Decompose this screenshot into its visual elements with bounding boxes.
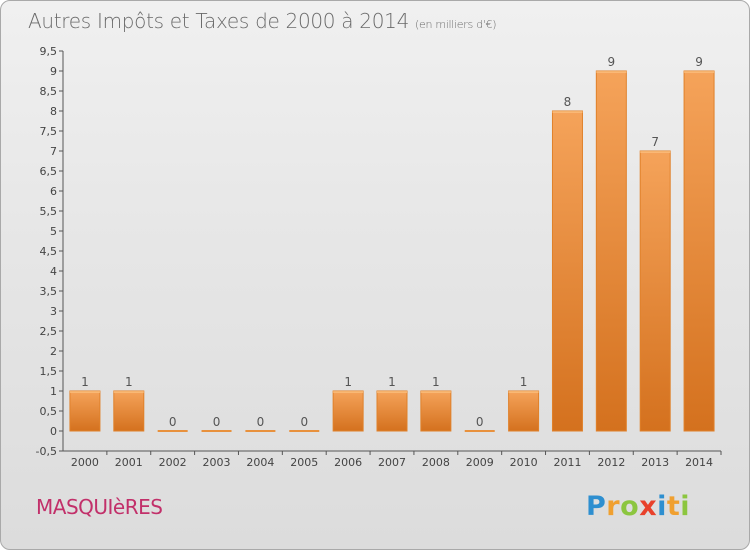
y-tick-label: 7 — [50, 145, 57, 158]
x-tick-label: 2014 — [685, 456, 713, 469]
data-label: 1 — [81, 375, 89, 389]
x-tick-label: 2005 — [290, 456, 318, 469]
data-label: 1 — [344, 375, 352, 389]
bar — [508, 390, 540, 432]
data-label: 8 — [564, 95, 572, 109]
y-tick-label: 2,5 — [40, 325, 58, 338]
y-tick-label: 2 — [50, 345, 57, 358]
x-tick-label: 2009 — [466, 456, 494, 469]
data-label: 1 — [388, 375, 396, 389]
x-tick-label: 2010 — [510, 456, 538, 469]
chart-title: Autres Impôts et Taxes de 2000 à 2014 (en… — [28, 9, 496, 33]
x-tick-label: 2000 — [71, 456, 99, 469]
x-tick-label: 2007 — [378, 456, 406, 469]
y-tick-label: 6 — [50, 185, 57, 198]
bar — [245, 430, 276, 432]
data-label: 0 — [257, 415, 265, 429]
bar — [113, 390, 145, 432]
data-label: 7 — [651, 135, 659, 149]
logo-letter: t — [666, 491, 681, 522]
chart-title-text: Autres Impôts et Taxes de 2000 à 2014 — [28, 9, 409, 33]
x-tick-label: 2004 — [246, 456, 274, 469]
bar — [332, 390, 364, 432]
y-tick-label: 0,5 — [40, 405, 58, 418]
y-tick-label: 0 — [50, 425, 57, 438]
x-tick-label: 2012 — [597, 456, 625, 469]
bar — [639, 150, 671, 432]
data-label: 9 — [608, 55, 616, 69]
logo-letter: o — [620, 491, 640, 522]
y-tick-label: 9 — [50, 65, 57, 78]
bar — [201, 430, 232, 432]
y-tick-label: 8,5 — [40, 85, 58, 98]
logo-letter: i — [680, 491, 691, 522]
y-tick-label: 3,5 — [40, 285, 58, 298]
y-tick-label: 9,5 — [40, 45, 58, 58]
data-label: 0 — [169, 415, 177, 429]
x-tick-label: 2011 — [553, 456, 581, 469]
data-label: 0 — [476, 415, 484, 429]
y-tick-label: 7,5 — [40, 125, 58, 138]
data-label: 0 — [300, 415, 308, 429]
logo-letter: x — [639, 491, 658, 522]
logo-letter: r — [606, 491, 621, 522]
chart-unit: (en milliers d'€) — [415, 18, 497, 31]
proxiti-logo: Proxiti — [586, 491, 690, 522]
x-tick-label: 2006 — [334, 456, 362, 469]
y-tick-label: 8 — [50, 105, 57, 118]
bar — [69, 390, 101, 432]
y-tick-label: 5 — [50, 225, 57, 238]
bar — [464, 430, 495, 432]
logo-letter: P — [586, 491, 607, 522]
bar — [683, 70, 715, 432]
y-tick-label: -0,5 — [36, 445, 57, 458]
bar — [420, 390, 452, 432]
y-tick-label: 5,5 — [40, 205, 58, 218]
data-label: 1 — [125, 375, 133, 389]
commune-name: MASQUIèRES — [36, 495, 163, 519]
bar — [376, 390, 408, 432]
y-tick-label: 4,5 — [40, 245, 58, 258]
bar — [595, 70, 627, 432]
x-tick-label: 2002 — [159, 456, 187, 469]
x-tick-label: 2003 — [203, 456, 231, 469]
logo-letter: i — [657, 491, 667, 522]
y-tick-label: 3 — [50, 305, 57, 318]
data-label: 1 — [520, 375, 528, 389]
y-tick-label: 1,5 — [40, 365, 58, 378]
x-tick-label: 2001 — [115, 456, 143, 469]
data-label: 1 — [432, 375, 440, 389]
x-tick-label: 2013 — [641, 456, 669, 469]
y-tick-label: 4 — [50, 265, 57, 278]
y-tick-label: 1 — [50, 385, 57, 398]
bar — [157, 430, 188, 432]
data-label: 0 — [213, 415, 221, 429]
y-tick-label: 6,5 — [40, 165, 58, 178]
x-tick-label: 2008 — [422, 456, 450, 469]
bar — [551, 110, 583, 432]
data-label: 9 — [695, 55, 703, 69]
bar — [289, 430, 320, 432]
